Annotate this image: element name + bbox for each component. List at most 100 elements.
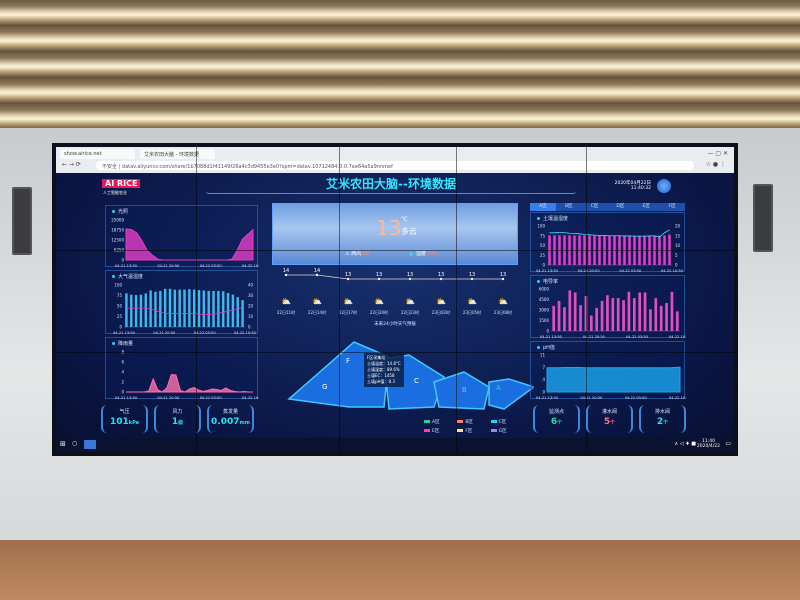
humidity-bar <box>139 294 143 327</box>
y-tick-label: 0 <box>121 258 124 263</box>
panel-title: pH值 <box>537 344 555 351</box>
star-account-icon[interactable]: ☆ ● ⋮ <box>705 161 726 168</box>
legend-item[interactable]: B区 <box>457 419 490 425</box>
address-bar[interactable]: 不安全 | datav.aliyuncs.com/share/1b7088d1f… <box>96 161 694 170</box>
humidity-bar <box>183 289 186 327</box>
stat-label: 风力 <box>172 409 183 415</box>
ec-bar <box>643 292 647 331</box>
wind-value: 1级 <box>361 251 370 257</box>
stat-unit: 个 <box>557 420 563 426</box>
stat-unit: mm <box>239 420 250 426</box>
weather-temp: 13 <box>376 216 402 240</box>
wind-icon: ⚠ <box>345 251 350 257</box>
panel-title: 电导率 <box>537 278 558 285</box>
legend-item[interactable]: A区 <box>424 419 457 425</box>
humidity-label: 湿度 <box>415 251 426 257</box>
x-tick-label: 04-21 20:50 <box>580 396 603 400</box>
browser-taskbar-icon[interactable] <box>84 440 96 449</box>
y-tick-label: 7 <box>542 365 545 370</box>
stat-label: 蒸发量 <box>222 409 238 415</box>
x-tick-label: 04-21 13:50 <box>536 269 559 273</box>
x-tick-label: 04-22 03:50 <box>194 331 217 335</box>
y-tick-label: 100 <box>114 283 122 288</box>
legend-item[interactable]: G区 <box>490 428 524 434</box>
search-icon[interactable]: ○ <box>72 440 78 447</box>
x-tick-label: 04-21 20:50 <box>583 335 606 339</box>
stat-label: 灌水阀 <box>601 409 617 415</box>
y2-tick-label: 20 <box>248 304 254 309</box>
tooltip-line: 土壤湿度：89.6% <box>367 367 400 372</box>
legend-item[interactable]: F区 <box>457 428 490 434</box>
nav-buttons-icon[interactable]: ← → ⟳ <box>62 161 81 168</box>
globe-icon <box>657 179 671 193</box>
forecast-time: 22日11时 <box>277 309 295 315</box>
panel-title: 降雨量 <box>112 340 133 347</box>
ec-bar <box>595 307 599 331</box>
ec-bar <box>557 300 561 331</box>
zone-tooltip: F区采集站 土壤温度：14.8°C 土壤湿度：89.6% 土壤EC：1458 土… <box>364 353 404 387</box>
wind-info: ⚠ 西风1级 <box>345 250 369 257</box>
ph-chart: 11 7 4 004-21 13:50 04-21 20:50 04-22 03:50 04… <box>536 353 686 401</box>
x-tick-label: 04-21 20:50 <box>157 264 180 268</box>
browser-tab[interactable]: show.airice.net <box>60 149 135 159</box>
zone-tab[interactable]: F区 <box>668 204 676 209</box>
ec-bar <box>573 292 577 331</box>
zone-tab[interactable]: A区 <box>530 203 556 211</box>
legend-swatch <box>424 420 430 423</box>
x-tick-label: 04-21 13:50 <box>540 335 563 339</box>
zone-tab[interactable]: D区 <box>616 204 625 209</box>
humidity-bar <box>130 294 133 327</box>
video-wall: show.airice.net 艾米农田大脑 - 环境数据 ← → ⟳ 不安全 … <box>52 143 738 456</box>
zone-b-area[interactable] <box>433 371 490 410</box>
humidity-bar <box>217 290 220 327</box>
forecast-time: 22日14时 <box>308 309 326 315</box>
humidity-bar <box>192 289 196 327</box>
forecast-time: 22日23时 <box>401 309 419 315</box>
zone-tab[interactable]: B区 <box>564 204 573 209</box>
ec-bar <box>579 305 582 331</box>
x-tick-label: 04-21 20:50 <box>153 331 176 335</box>
zone-tab[interactable]: E区 <box>642 204 650 209</box>
ec-bar <box>552 305 556 331</box>
y2-tick-label: 15 <box>675 233 681 238</box>
tray-icons[interactable]: ∧ ◁ ♦ ■ <box>674 441 696 447</box>
stat-unit: kPa <box>128 420 140 426</box>
ec-bar <box>589 315 593 331</box>
light-area <box>125 228 254 261</box>
windows-start-icon[interactable]: ⊞ <box>60 440 66 448</box>
forecast-line <box>286 274 503 280</box>
x-tick-label: 04-21 13:50 <box>536 396 559 400</box>
forecast-temp-label: 13 <box>376 272 382 278</box>
taskbar-clock[interactable]: 11:40 2020/4/22 <box>697 439 720 449</box>
ec-bar <box>616 298 620 331</box>
window-controls-icon[interactable]: — ▢ ✕ <box>707 150 728 157</box>
legend-item[interactable]: E区 <box>424 428 457 434</box>
stat-value: 0.007mm <box>209 417 252 427</box>
legend-label: A区 <box>432 420 440 425</box>
forecast-time: 22日17时 <box>339 309 357 315</box>
x-tick-label: 04-22 10:50 <box>242 396 259 400</box>
soil-humidity-bar <box>668 234 671 265</box>
y-tick-label: 4 <box>542 377 545 382</box>
zone-tab[interactable]: C区 <box>590 204 599 209</box>
humidity-bar <box>144 293 147 327</box>
legend-item[interactable]: C区 <box>490 419 524 425</box>
y-tick-label: 3000 <box>539 308 550 313</box>
logo-subtitle: 人工智能农业 <box>103 190 127 195</box>
stat-label: 排水阀 <box>654 409 670 415</box>
ph-panel: pH值 11 7 4 0 04-21 13:50 04-21 20:50 04-22 03:5… <box>530 341 686 401</box>
x-tick-label: 04-21 20:50 <box>157 396 180 400</box>
tooltip-line: 土壤温度：14.8°C <box>367 361 401 366</box>
x-tick-label: 04-22 10:50 <box>669 335 686 339</box>
zone-a-area[interactable] <box>488 378 534 410</box>
y-tick-label: 0 <box>542 390 545 395</box>
time-text: 11:40:32 <box>630 186 651 191</box>
stat-number: 1 <box>171 417 179 427</box>
legend-label: G区 <box>498 429 507 434</box>
browser-tab-active[interactable]: 艾米农田大脑 - 环境数据 <box>140 149 215 159</box>
legend-swatch <box>457 420 464 423</box>
y-tick-label: 0 <box>542 263 545 268</box>
notification-icon[interactable]: ▭ <box>725 440 731 447</box>
